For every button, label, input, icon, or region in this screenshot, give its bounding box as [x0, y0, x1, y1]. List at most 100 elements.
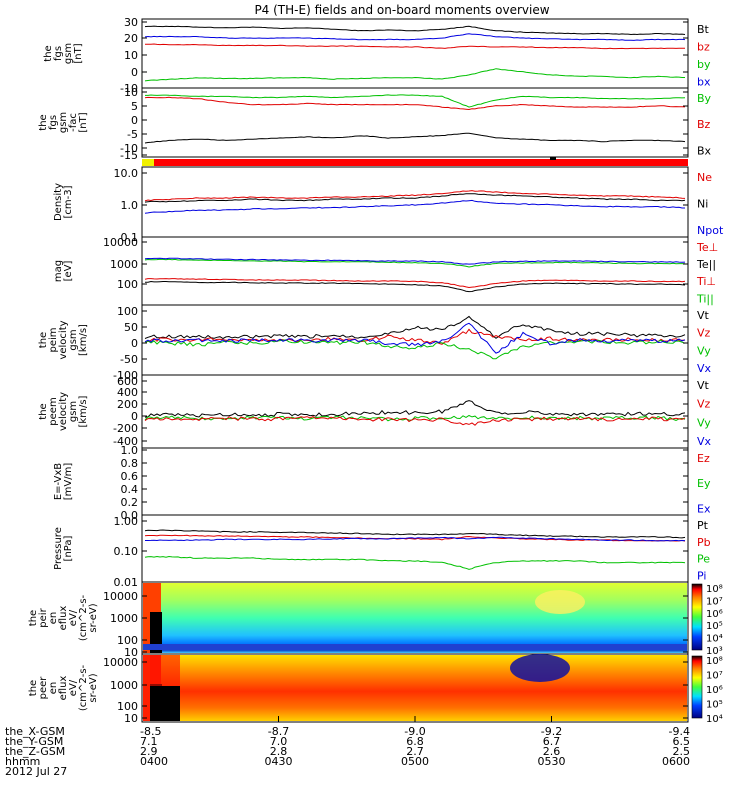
legend-entry: Vt: [697, 309, 710, 322]
panel-frame: [141, 447, 689, 516]
y-tick-label: 1000: [110, 612, 138, 625]
y-tick-label: -400: [113, 435, 138, 448]
legend-entry: by: [697, 58, 711, 71]
series-line-Bt: [144, 25, 686, 36]
y-tick-label: 50: [124, 321, 138, 334]
legend-entry: Vx: [697, 435, 712, 448]
y-tick-label: 1.00: [114, 515, 139, 528]
y-axis-label-line: [cm-3]: [63, 185, 74, 218]
y-tick-label: 1.0: [121, 199, 139, 212]
y-tick-label: 10000: [103, 590, 138, 603]
colorbar-tick-label: 10⁶: [706, 685, 723, 696]
y-axis-label-line: fgs: [48, 115, 59, 130]
spectrogram-gap: [150, 612, 162, 653]
y-tick-label: 0.10: [114, 545, 139, 558]
y-tick-label: -10: [120, 82, 138, 95]
x-axis-value: 7.0: [270, 735, 288, 748]
y-axis-label-line: the: [43, 45, 54, 61]
x-axis-value: 0430: [265, 755, 293, 768]
y-tick-label: 0.1: [121, 231, 139, 244]
y-tick-label: -5: [127, 128, 138, 141]
series-line-Vy: [144, 339, 686, 360]
y-tick-label: 10.0: [114, 167, 139, 180]
series-line-bz: [144, 43, 685, 50]
y-axis-label-line: the: [28, 610, 39, 626]
y-axis-label-line: fgs: [53, 46, 64, 61]
series-line-By: [145, 94, 686, 108]
y-axis-label-line: peim: [48, 327, 59, 352]
legend-entry: Pi: [697, 569, 706, 582]
series-line-bx: [144, 33, 686, 41]
y-tick-label: 0.0: [121, 509, 139, 522]
y-axis-label-line: [nT]: [73, 43, 84, 63]
x-axis-value: 2.5: [673, 745, 691, 758]
y-tick-label: 0.01: [114, 576, 139, 589]
x-axis-value: 6.7: [543, 735, 561, 748]
x-axis-row-label: the_Y-GSM: [5, 735, 63, 748]
panel-pressure: 1.00 0.10 0.01 Pressure [nPa] Pt Pb Pe Pi: [53, 514, 711, 589]
series-line-Ni: [144, 193, 686, 203]
panel-frame: [141, 236, 689, 306]
colorbar: [691, 655, 703, 719]
series-line-Vt: [144, 315, 686, 340]
spectrogram-hot-spot: [535, 590, 585, 614]
x-axis-row-label: the_Z-GSM: [5, 745, 65, 758]
legend-entry: Bx: [697, 144, 712, 157]
x-axis-value: -8.5: [140, 725, 161, 738]
y-tick-label: 10: [124, 712, 138, 725]
legend-entry: Vy: [697, 344, 711, 357]
y-axis-label-line: mag: [53, 260, 64, 282]
y-tick-label: -15: [120, 149, 138, 162]
x-axis-value: 2.9: [140, 745, 158, 758]
y-axis-label-line: the: [38, 114, 49, 130]
x-axis-value: 0400: [140, 755, 168, 768]
y-tick-label: 400: [117, 386, 138, 399]
mode-bar-fast: [154, 159, 688, 166]
y-axis-label-line: peer: [38, 676, 49, 700]
y-axis-label-line: (cm^2-s-: [78, 594, 89, 641]
series-line-Vt: [144, 400, 686, 418]
x-axis-value: 7.1: [140, 735, 158, 748]
legend-entry: Ti⊥: [696, 275, 716, 288]
legend-entry: Vx: [697, 362, 712, 375]
panel-temperature: 10000 1000 100 mag [eV] Te⊥ Te|| Ti⊥ Ti||: [53, 236, 718, 306]
y-axis-label-line: eflux: [58, 606, 69, 631]
legend-entry: Bz: [697, 118, 711, 131]
colorbar-tick-label: 10⁶: [706, 609, 723, 620]
y-axis-label-line: eflux: [58, 676, 69, 701]
y-axis-label-line: gsm: [58, 112, 69, 133]
panel-frame: [141, 514, 689, 583]
y-tick-label: 0.6: [121, 470, 139, 483]
legend-entry: bz: [697, 40, 710, 53]
panel-frame: [141, 166, 689, 238]
y-tick-label: 0: [131, 66, 138, 79]
y-axis-label-line: gsm: [63, 43, 74, 64]
panel-frame: [141, 87, 689, 158]
series-line-Bx: [144, 132, 686, 144]
y-tick-label: 0: [131, 410, 138, 423]
series-line-Te: [144, 278, 686, 289]
panel-efield: 1.00.80.60.40.20.0 E=-VxB [mV/m] Ez Ey Ex: [53, 444, 711, 522]
legend-entry: Ti||: [696, 292, 714, 305]
colorbar-tick-label: 10⁵: [706, 700, 723, 711]
panel-fgs-gsm: 30 20 10 0 -10 the fgs gsm [nT] Bt bz by bx: [43, 16, 711, 95]
series-line-Vz: [144, 328, 686, 345]
y-axis-label-line: gsm: [68, 329, 79, 350]
colorbar-tick-label: 10⁸: [706, 656, 723, 667]
y-axis-label-line: E=-VxB: [53, 463, 64, 500]
y-axis-label-line: en: [48, 682, 59, 695]
y-axis-label-line: (cm^2-s-: [78, 664, 89, 711]
y-tick-label: 0: [131, 114, 138, 127]
y-tick-label: 0: [131, 337, 138, 350]
colorbar-tick-label: 10⁵: [706, 621, 723, 632]
mode-bar-slow: [142, 159, 154, 166]
y-axis-label-line: [km/s]: [78, 324, 89, 356]
y-tick-label: 600: [117, 375, 138, 388]
series-line-Pt: [144, 529, 686, 539]
y-axis-label-line: [nPa]: [63, 535, 74, 561]
y-axis-label-line: velocity: [58, 392, 69, 431]
